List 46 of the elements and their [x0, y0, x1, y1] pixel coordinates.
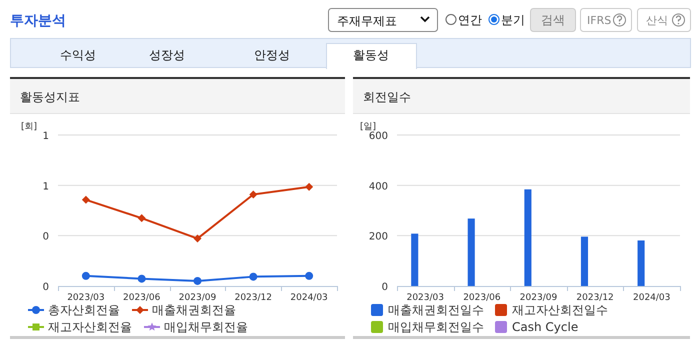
- x-tick-label: 2023/03: [406, 293, 444, 303]
- y-tick-label: 400: [368, 181, 388, 192]
- legend-label: 총자산회전율: [48, 303, 120, 317]
- bar: [411, 234, 418, 286]
- legend-label: 매입채무회전일수: [388, 320, 484, 334]
- bar: [524, 189, 532, 286]
- x-tick-label: 2024/03: [290, 293, 328, 303]
- point: [194, 234, 202, 243]
- point: [305, 182, 314, 191]
- point: [249, 190, 258, 199]
- x-tick-label: 2024/03: [633, 293, 670, 303]
- y-tick-label: 0: [42, 282, 49, 293]
- y-tick-label: 0: [382, 282, 388, 293]
- chart-title: 활동성지표: [20, 90, 80, 104]
- x-tick-label: 2023/06: [123, 293, 161, 303]
- legend-label: 재고자산회전일수: [512, 303, 608, 317]
- bar: [468, 218, 475, 286]
- legend-label: 재고자산회전율: [48, 320, 132, 334]
- legend-label: Cash Cycle: [512, 320, 578, 334]
- y-tick-label: 200: [368, 232, 388, 243]
- x-tick-label: 2023/09: [520, 293, 558, 303]
- point: [82, 196, 90, 204]
- point: [138, 274, 146, 283]
- page-controls: 투자분석 주재무제표 연간 분기 검색 IFRS 산식 수익성 성장성 안정성 활동성: [10, 8, 691, 69]
- y-tick-label: 600: [368, 131, 388, 142]
- point: [249, 272, 258, 281]
- legend-label: 매출채권회전율: [152, 303, 236, 317]
- y-axis-title: [일]: [360, 122, 376, 132]
- legend-label: 매입채무회전율: [164, 320, 248, 334]
- y-axis-title: [회]: [21, 122, 38, 132]
- point: [194, 276, 202, 285]
- x-tick-label: 2023/12: [576, 293, 614, 303]
- y-tick-label: 1: [42, 181, 49, 192]
- y-tick-label: 1: [42, 131, 49, 142]
- point: [82, 272, 90, 280]
- x-tick-label: 2023/06: [463, 293, 501, 303]
- x-tick-label: 2023/12: [234, 293, 272, 303]
- point: [138, 214, 146, 222]
- legend-label: 매출채권회전일수: [388, 303, 484, 317]
- chart-title: 회전일수: [363, 90, 411, 104]
- y-tick-label: 0: [42, 232, 49, 243]
- x-tick-label: 2023/03: [67, 293, 105, 303]
- bar: [580, 236, 588, 286]
- x-tick-label: 2023/09: [178, 293, 216, 303]
- bar: [638, 240, 645, 286]
- point: [305, 272, 314, 280]
